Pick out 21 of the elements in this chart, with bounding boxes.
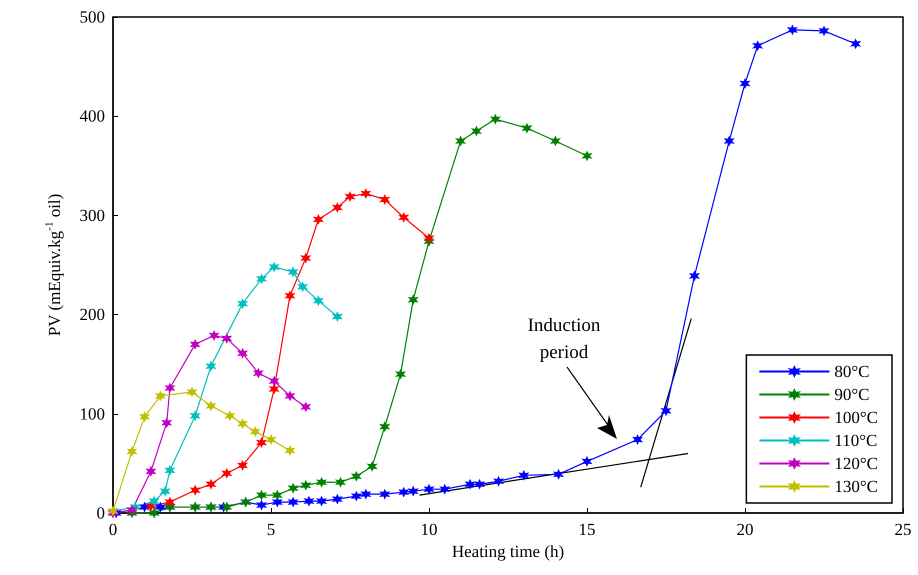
y-tick-label: 300 xyxy=(80,206,105,225)
y-axis-title: PV (mEquiv.kg-1 oil) xyxy=(44,194,64,336)
y-tick-label: 200 xyxy=(80,305,105,324)
x-tick-label: 25 xyxy=(894,520,912,539)
legend-label: 80°C xyxy=(834,362,870,381)
legend-label: 110°C xyxy=(834,431,878,450)
annotation: Induction period xyxy=(528,315,601,363)
legend-label: 120°C xyxy=(834,454,878,473)
legend-label: 90°C xyxy=(834,385,870,404)
x-tick-label: 0 xyxy=(108,520,118,539)
y-tick-label: 0 xyxy=(96,504,105,522)
y-tick-label: 100 xyxy=(80,404,105,424)
x-tick-label: 15 xyxy=(578,520,596,539)
x-axis-title: Heating time (h) xyxy=(452,542,564,561)
legend-label: 100°C xyxy=(834,408,878,427)
y-tick-label: 500 xyxy=(80,8,105,26)
x-tick-label: 10 xyxy=(420,520,438,539)
legend-label: 130°C xyxy=(834,477,878,496)
y-tick-label: 400 xyxy=(80,106,105,126)
x-tick-label: 20 xyxy=(736,520,754,539)
x-tick-label: 5 xyxy=(266,520,276,539)
